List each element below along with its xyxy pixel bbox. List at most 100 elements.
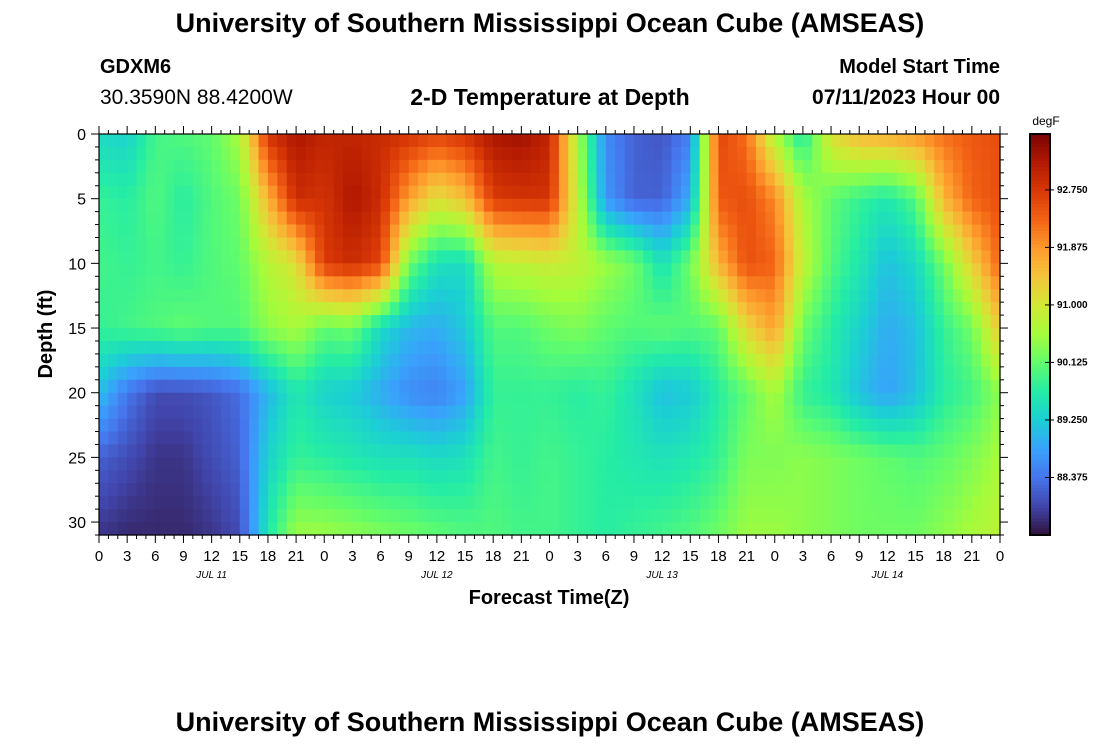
colorbar-segment [1030, 294, 1050, 299]
heatmap-cell [427, 392, 438, 407]
heatmap-cell [333, 522, 344, 536]
heatmap-cell [399, 470, 410, 484]
heatmap-cell [343, 483, 354, 497]
colorbar-segment [1030, 167, 1050, 172]
heatmap-cell [314, 302, 325, 316]
heatmap-cell [990, 302, 1001, 316]
heatmap-cell [849, 379, 860, 394]
heatmap-cell [802, 418, 813, 433]
heatmap-cell [990, 146, 1001, 161]
heatmap-cell [427, 379, 438, 394]
heatmap-cell [427, 340, 438, 355]
heatmap-cell [474, 431, 485, 446]
heatmap-cell [314, 431, 325, 446]
heatmap-cell [127, 159, 138, 174]
heatmap-cell [718, 483, 729, 497]
heatmap-cell [164, 146, 175, 161]
heatmap-cell [793, 198, 804, 213]
colorbar-segment [1030, 394, 1050, 399]
heatmap-cell [465, 134, 476, 148]
heatmap-cell [887, 146, 898, 161]
heatmap-cell [906, 392, 917, 407]
heatmap-cell [887, 224, 898, 239]
heatmap-cell [934, 159, 945, 174]
heatmap-cell [840, 522, 851, 536]
heatmap-cell [521, 509, 532, 523]
heatmap-cell [145, 444, 156, 458]
colorbar-segment [1030, 314, 1050, 319]
heatmap-cell [877, 289, 888, 303]
x-tick-label: 18 [260, 548, 277, 565]
heatmap-cell [887, 405, 898, 420]
heatmap-cell [953, 185, 964, 200]
heatmap-cell [127, 302, 138, 316]
heatmap-cell [577, 431, 588, 446]
heatmap-cell [408, 431, 419, 446]
heatmap-cell [249, 444, 260, 458]
heatmap-cell [737, 418, 748, 433]
heatmap-cell [361, 146, 372, 161]
heatmap-cell [117, 379, 128, 394]
heatmap-cell [849, 172, 860, 187]
heatmap-cell [577, 250, 588, 264]
colorbar-segment [1030, 134, 1050, 138]
colorbar-segment [1030, 337, 1050, 342]
heatmap-cell [286, 496, 297, 510]
heatmap-cell [849, 509, 860, 523]
heatmap-cell [690, 172, 701, 187]
heatmap-cell [709, 134, 720, 148]
heatmap-cell [99, 263, 109, 277]
heatmap-cell [267, 328, 278, 342]
colorbar-segment [1030, 491, 1050, 496]
heatmap-cell [239, 444, 250, 458]
heatmap-cell [840, 159, 851, 174]
heatmap-cell [953, 470, 964, 484]
heatmap-cell [971, 405, 982, 420]
heatmap-cell [202, 315, 213, 329]
colorbar-segment [1030, 397, 1050, 402]
heatmap-cell [258, 328, 269, 342]
heatmap-cell [831, 315, 842, 329]
heatmap-cell [915, 134, 926, 148]
heatmap-cell [277, 159, 288, 174]
heatmap-cell [221, 340, 231, 355]
heatmap-cell [164, 379, 175, 394]
heatmap-cell [333, 250, 344, 264]
heatmap-cell [784, 340, 795, 355]
heatmap-cell [502, 276, 513, 290]
heatmap-cell [924, 134, 935, 148]
heatmap-cell [427, 431, 438, 446]
heatmap-cell [859, 185, 870, 200]
heatmap-cell [671, 159, 682, 174]
heatmap-cell [371, 483, 382, 497]
heatmap-cell [465, 211, 476, 226]
heatmap-cell [812, 250, 823, 264]
heatmap-cell [361, 496, 372, 510]
heatmap-cell [615, 263, 626, 277]
heatmap-cell [549, 483, 560, 497]
heatmap-cell [230, 444, 241, 458]
heatmap-cell [971, 328, 982, 342]
heatmap-cell [343, 276, 354, 290]
heatmap-cell [483, 457, 494, 471]
heatmap-cell [746, 483, 757, 497]
heatmap-cell [145, 302, 156, 316]
heatmap-cell [699, 328, 710, 342]
heatmap-cell [296, 328, 307, 342]
heatmap-cell [671, 185, 682, 200]
day-label: JUL 11 [195, 570, 227, 581]
heatmap-cell [896, 172, 907, 187]
heatmap-cell [352, 172, 363, 187]
heatmap-cell [183, 146, 194, 161]
heatmap-cell [408, 457, 419, 471]
colorbar-segment [1030, 184, 1050, 189]
heatmap-cell [587, 134, 598, 148]
heatmap-cell [709, 509, 720, 523]
heatmap-cell [877, 302, 888, 316]
heatmap-cell [971, 522, 982, 536]
heatmap-cell [953, 250, 964, 264]
heatmap-cell [202, 134, 213, 148]
heatmap-cell [652, 146, 663, 161]
colorbar-segment [1030, 190, 1050, 195]
colorbar-segment [1030, 207, 1050, 212]
